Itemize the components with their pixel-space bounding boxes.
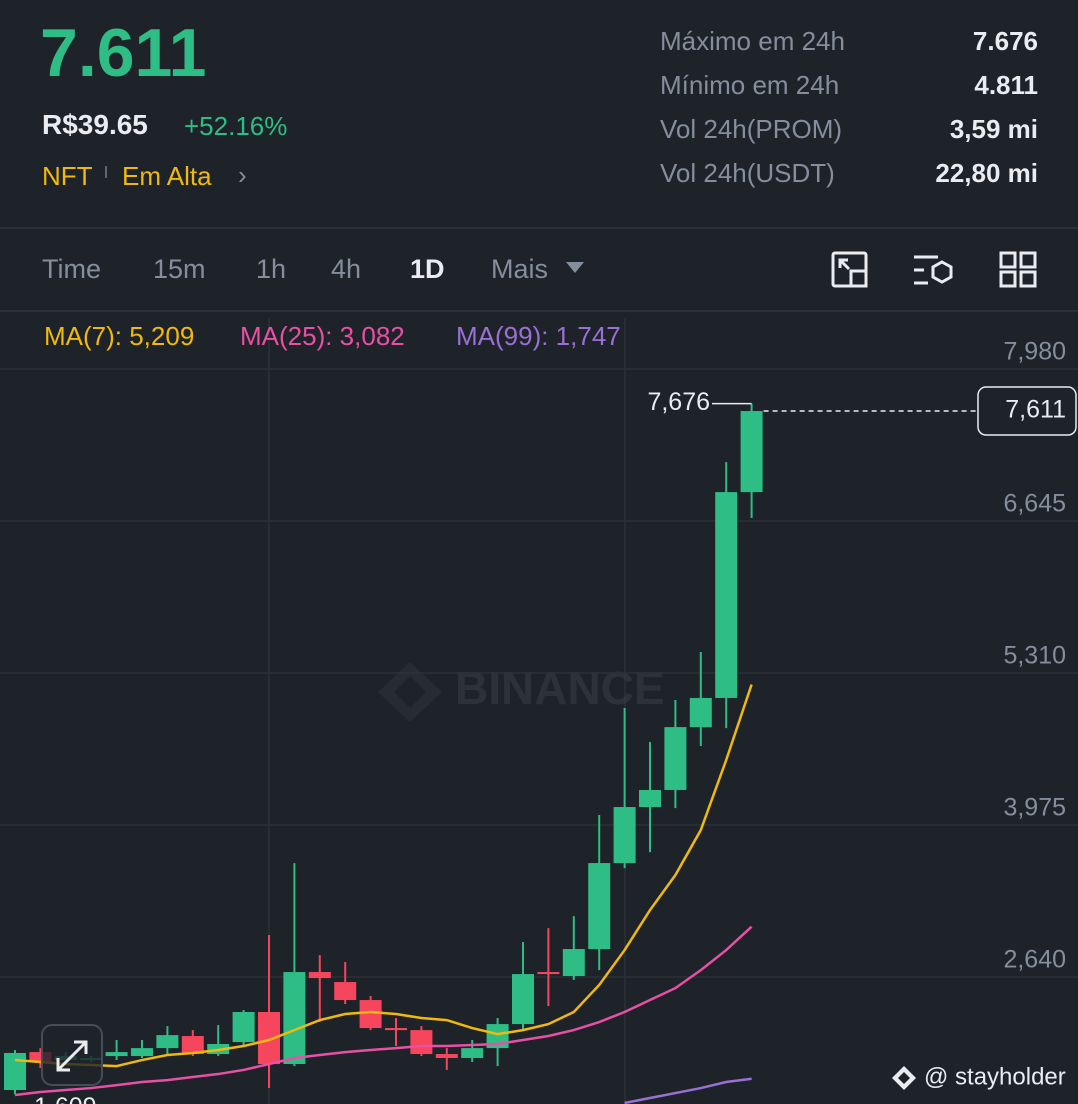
candle-body	[105, 1052, 128, 1057]
candle-body	[613, 807, 636, 864]
candle-body	[537, 972, 560, 975]
low-marker-label: 1,609	[34, 1093, 97, 1104]
tab[interactable]: 1D	[410, 254, 445, 284]
legend-entry: MA(7): 5,209	[44, 321, 194, 351]
stat-label: Máximo em 24h	[660, 26, 845, 56]
tab[interactable]: 1h	[256, 254, 287, 284]
candle-body	[639, 789, 661, 808]
stat-value: 22,80 mi	[935, 158, 1038, 188]
candle-body	[461, 1048, 484, 1058]
candle-body	[410, 1030, 433, 1055]
candle-body	[359, 1000, 382, 1029]
candle-body	[283, 972, 306, 1065]
fullscreen-button[interactable]	[41, 1024, 103, 1086]
candle-body	[740, 411, 763, 493]
watermark-logo	[378, 662, 442, 722]
stat-value: 3,59 mi	[949, 114, 1038, 144]
candle-body	[181, 1036, 204, 1055]
tab[interactable]: Time	[42, 254, 101, 284]
ma-line	[14, 925, 753, 1097]
stat-label: Vol 24h(USDT)	[660, 158, 835, 188]
candle-body	[232, 1011, 255, 1043]
ma-line	[624, 1077, 752, 1104]
candle-body	[258, 1011, 280, 1065]
tag[interactable]: Em Alta	[122, 161, 212, 191]
dropdown-arrow[interactable]	[566, 262, 584, 273]
y-tick-label: 2,640	[1003, 946, 1066, 974]
grid	[0, 368, 1078, 978]
candle-body	[4, 1052, 26, 1090]
candle-body	[435, 1054, 458, 1058]
legend-entry: MA(99): 1,747	[456, 321, 621, 351]
price: 7.611	[40, 15, 207, 91]
y-tick-label: 3,975	[1003, 794, 1066, 822]
tab[interactable]: 15m	[153, 254, 206, 284]
tag-separator	[105, 166, 107, 178]
stat-value: 7.676	[972, 26, 1038, 56]
chevron: ›	[238, 160, 247, 190]
y-tick-label: 7,980	[1003, 338, 1066, 366]
ma-line	[14, 684, 753, 1068]
y-tick-label: 6,645	[1003, 490, 1066, 518]
candle-body	[308, 972, 331, 979]
tab[interactable]: Mais	[491, 254, 549, 284]
candle-body	[131, 1048, 153, 1057]
last-price-box	[977, 386, 1077, 436]
stat-label: Mínimo em 24h	[660, 70, 840, 100]
candle-body	[512, 974, 534, 1025]
candle-body	[562, 949, 585, 977]
candle-body	[29, 1052, 52, 1062]
high-marker-label: 7,676	[647, 388, 710, 416]
stat-value: 4.811	[974, 70, 1038, 100]
candle-body	[334, 982, 357, 1001]
last-price-label: 7,611	[1005, 396, 1066, 424]
candle-body	[664, 727, 687, 790]
candle-body	[689, 697, 712, 728]
candle-body	[385, 1028, 407, 1031]
change: +52.16%	[184, 111, 288, 141]
credit-logo	[892, 1066, 916, 1090]
watermark: BINANCE	[455, 662, 665, 714]
credit: @ stayholder	[924, 1063, 1066, 1090]
y-tick-label: 5,310	[1003, 642, 1066, 670]
candle-body	[588, 863, 611, 950]
tag[interactable]: NFT	[42, 161, 93, 191]
candle-body	[156, 1035, 179, 1049]
legend-entry: MA(25): 3,082	[240, 321, 405, 351]
tab-icons[interactable]	[831, 251, 1037, 288]
fiat-price: R$39.65	[42, 109, 148, 140]
candle-body	[715, 492, 738, 698]
tab[interactable]: 4h	[331, 254, 362, 284]
stat-label: Vol 24h(PROM)	[660, 114, 843, 144]
